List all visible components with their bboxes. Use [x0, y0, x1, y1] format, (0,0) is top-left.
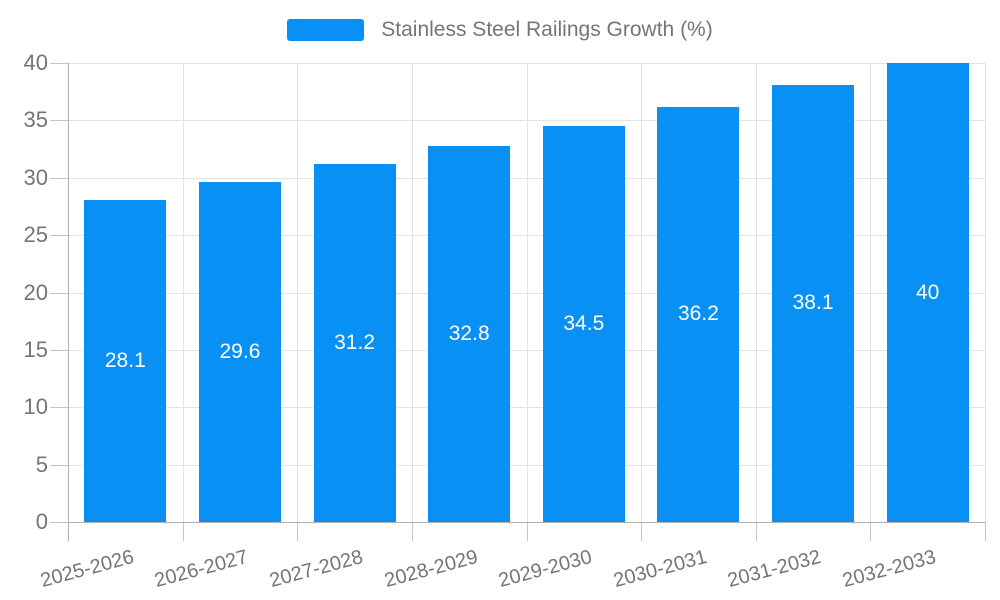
x-tick-label: 2025-2026 — [37, 546, 137, 593]
y-axis-tick — [50, 292, 68, 294]
x-tick-label: 2029-2030 — [496, 546, 595, 593]
y-axis-tick — [50, 464, 68, 466]
x-tick-label: 2028-2029 — [381, 546, 480, 593]
v-gridline — [870, 63, 872, 522]
x-tick-label: 2026-2027 — [152, 546, 251, 593]
y-axis-tick — [50, 349, 68, 351]
x-axis-tick — [985, 523, 986, 541]
bar-2025-2026[interactable]: 28.1 — [84, 199, 167, 522]
bar-value-label: 28.1 — [104, 348, 146, 372]
x-axis-tick — [870, 523, 872, 541]
bar-2031-2032[interactable]: 38.1 — [772, 84, 855, 522]
y-tick-label: 20 — [23, 279, 48, 305]
legend: Stainless Steel Railings Growth (%) — [0, 18, 1000, 42]
bar-value-label: 31.2 — [334, 330, 375, 354]
y-axis-line — [68, 63, 69, 541]
x-tick-label: 2030-2031 — [611, 546, 710, 593]
v-gridline — [755, 63, 757, 522]
bar-2028-2029[interactable]: 32.8 — [428, 145, 511, 522]
x-axis-line — [68, 522, 986, 523]
v-gridline — [526, 63, 528, 522]
x-tick-label: 2027-2028 — [267, 546, 366, 593]
x-tick-label: 2031-2032 — [725, 546, 824, 593]
v-gridline — [411, 63, 413, 522]
y-axis-tick — [50, 63, 68, 64]
x-axis-tick — [182, 523, 184, 541]
x-tick-label: 2032-2033 — [840, 546, 939, 593]
x-axis-tick — [411, 523, 413, 541]
bar-2027-2028[interactable]: 31.2 — [313, 163, 396, 522]
bar-2029-2030[interactable]: 34.5 — [542, 126, 625, 522]
y-tick-label: 30 — [23, 164, 48, 190]
y-tick-label: 25 — [23, 222, 48, 248]
x-axis-tick — [641, 523, 643, 541]
bar-2030-2031[interactable]: 36.2 — [657, 106, 740, 522]
bar-value-label: 40 — [916, 280, 940, 304]
legend-label[interactable]: Stainless Steel Railings Growth (%) — [381, 18, 713, 41]
v-gridline — [297, 63, 299, 522]
y-axis-tick — [50, 522, 68, 523]
bar-value-label: 36.2 — [678, 302, 719, 326]
bar-2026-2027[interactable]: 29.6 — [198, 182, 281, 522]
bar-value-label: 38.1 — [792, 291, 834, 315]
legend-swatch[interactable] — [287, 19, 365, 41]
v-gridline — [641, 63, 643, 522]
x-axis-tick — [297, 523, 299, 541]
y-axis-tick — [50, 407, 68, 409]
v-gridline — [985, 63, 986, 522]
y-tick-label: 40 — [23, 50, 48, 75]
y-tick-label: 5 — [35, 451, 48, 477]
x-axis-tick — [526, 523, 528, 541]
y-tick-label: 10 — [23, 394, 48, 420]
y-tick-label: 35 — [23, 107, 48, 133]
y-tick-label: 15 — [23, 336, 48, 362]
bar-value-label: 34.5 — [563, 312, 605, 336]
x-axis-tick — [755, 523, 757, 541]
v-gridline — [182, 63, 184, 522]
y-axis-tick — [50, 177, 68, 179]
y-axis-tick — [50, 120, 68, 122]
bar-value-label: 32.8 — [448, 321, 490, 345]
bar-2032-2033[interactable]: 40 — [886, 63, 969, 522]
y-tick-label: 0 — [35, 509, 48, 534]
bar-value-label: 29.6 — [219, 340, 261, 364]
y-axis-tick — [50, 235, 68, 237]
